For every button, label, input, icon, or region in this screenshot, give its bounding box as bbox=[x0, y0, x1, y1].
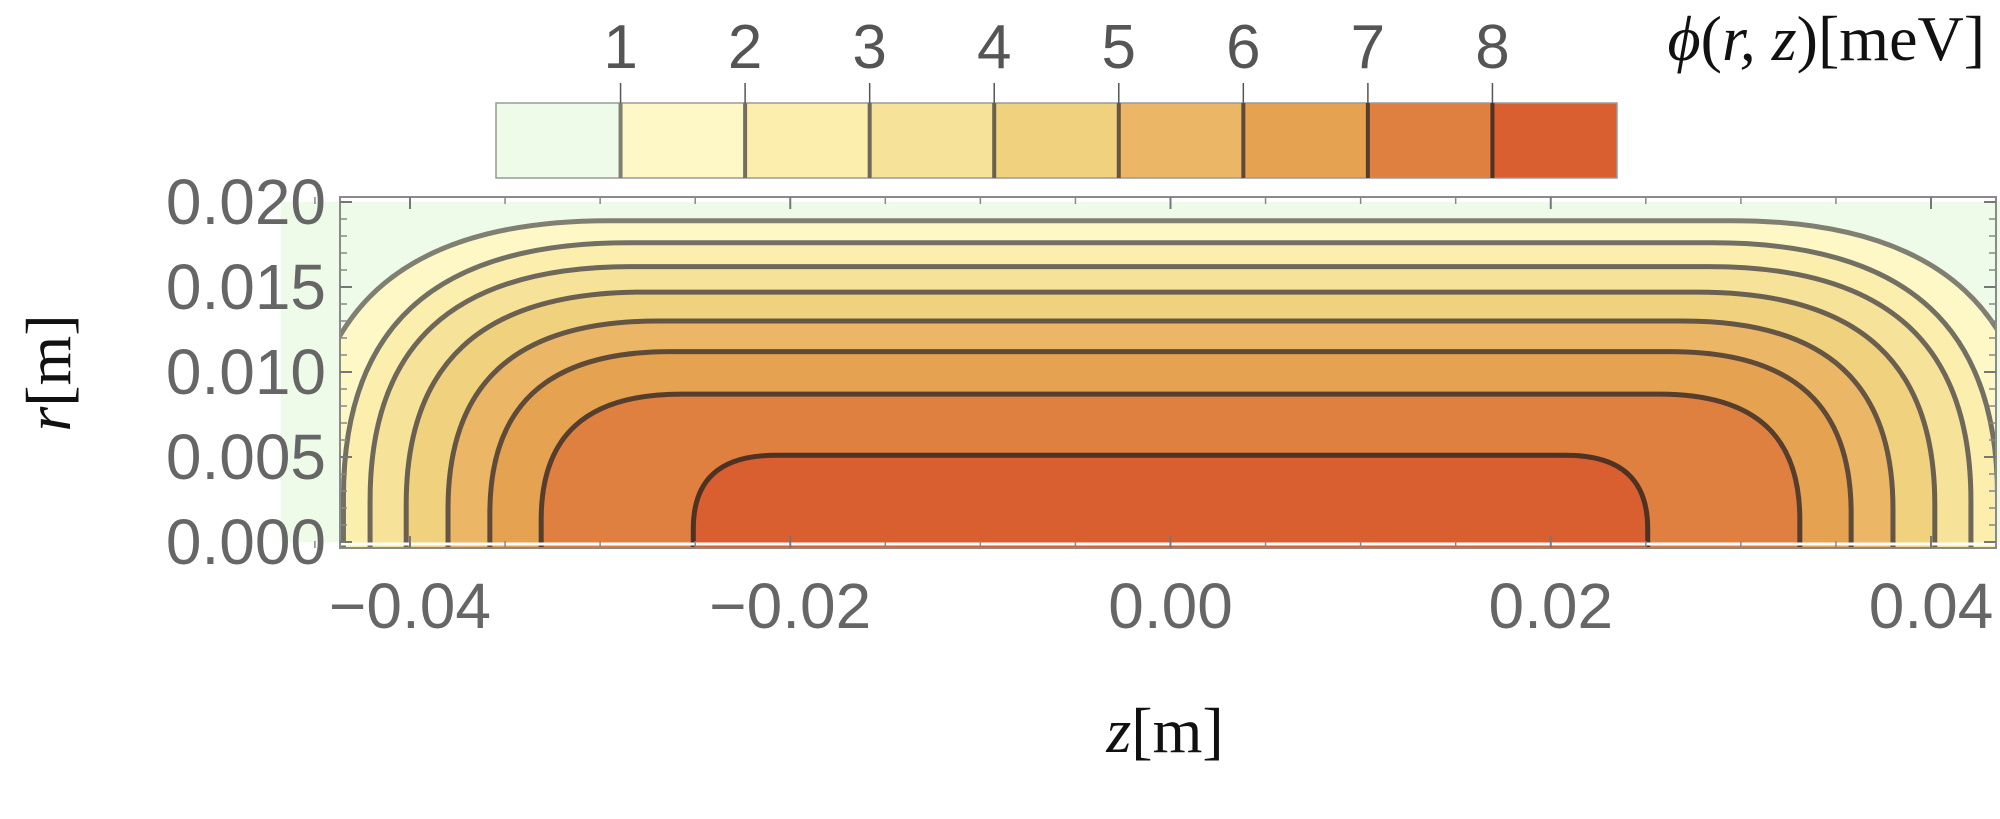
colorbar-band bbox=[1243, 103, 1369, 178]
colorbar-band bbox=[496, 103, 622, 178]
y-tick-label: 0.015 bbox=[166, 251, 326, 323]
x-tick-label: −0.02 bbox=[709, 570, 871, 642]
colorbar-band bbox=[1118, 103, 1244, 178]
x-axis-title: z[m] bbox=[1105, 695, 1223, 766]
contour-region bbox=[693, 455, 1648, 548]
colorbar-tick-label: 7 bbox=[1351, 13, 1385, 82]
contour-line bbox=[367, 264, 1974, 548]
colorbar-title: ϕ(r, z)[meV] bbox=[1668, 3, 1986, 74]
x-axis: −0.04 −0.02 0.00 0.02 0.04 bbox=[314, 197, 1994, 642]
colorbar-tick-label: 2 bbox=[728, 13, 762, 82]
contour-line bbox=[340, 240, 1996, 548]
y-tick-label: 0.000 bbox=[166, 506, 326, 578]
colorbar bbox=[495, 102, 1618, 179]
contour-line bbox=[690, 452, 1651, 548]
y-tick-label: 0.010 bbox=[166, 336, 326, 408]
colorbar-frame bbox=[495, 102, 1618, 179]
y-axis: 0.000 0.005 0.010 0.015 0.020 bbox=[166, 166, 1996, 578]
colorbar-tick-label: 8 bbox=[1475, 13, 1509, 82]
colorbar-band bbox=[994, 103, 1120, 178]
y-tick-label: 0.020 bbox=[166, 166, 326, 238]
colorbar-title-unit: )[meV] bbox=[1797, 3, 1985, 74]
colorbar-title-open: ( bbox=[1701, 3, 1722, 74]
x-tick-label: 0.02 bbox=[1488, 570, 1613, 642]
x-tick-label: 0.04 bbox=[1869, 570, 1994, 642]
colorbar-band bbox=[869, 103, 995, 178]
colorbar-band bbox=[745, 103, 871, 178]
colorbar-tick-label: 4 bbox=[977, 13, 1011, 82]
x-tick-label: 0.00 bbox=[1108, 570, 1233, 642]
contour-line bbox=[538, 391, 1803, 548]
colorbar-title-symbol: ϕ bbox=[1668, 3, 1701, 74]
contour-line bbox=[445, 318, 1896, 548]
colorbar-band bbox=[620, 103, 746, 178]
colorbar-tick-label: 6 bbox=[1226, 13, 1260, 82]
colorbar-title-vars: r, z bbox=[1722, 3, 1797, 74]
contour-lines bbox=[340, 218, 1996, 548]
colorbar-tick-label: 5 bbox=[1102, 13, 1136, 82]
y-axis-title: r[m] bbox=[13, 314, 84, 431]
contour-line bbox=[403, 289, 1938, 548]
contour-line bbox=[340, 218, 1996, 341]
colorbar-ticks: 1 2 3 4 5 6 7 8 bbox=[603, 13, 1510, 178]
contour-line bbox=[487, 349, 1854, 548]
colorbar-tick-label: 3 bbox=[852, 13, 886, 82]
colorbar-band bbox=[1367, 103, 1493, 178]
colorbar-band bbox=[1492, 103, 1618, 178]
y-tick-label: 0.005 bbox=[166, 421, 326, 493]
colorbar-tick-label: 1 bbox=[603, 13, 637, 82]
x-tick-label: −0.04 bbox=[329, 570, 491, 642]
